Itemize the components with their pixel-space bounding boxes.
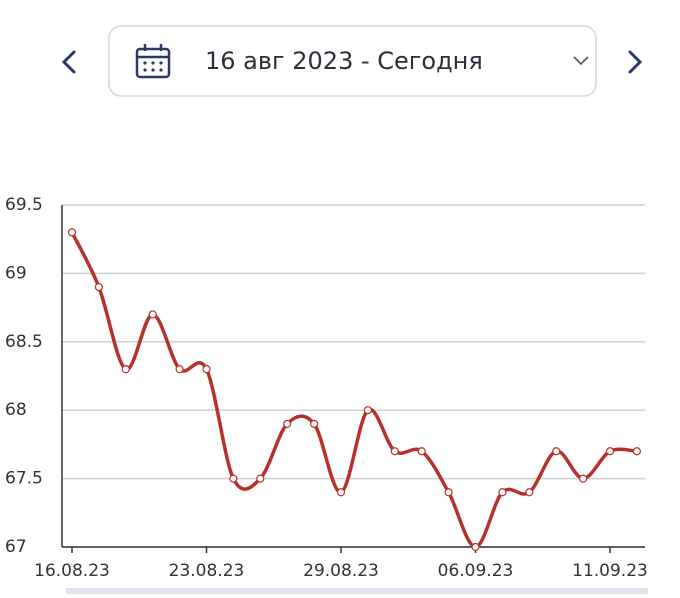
point (632, 447, 642, 456)
y-tick-label: 69.5 (5, 195, 43, 215)
point (390, 447, 399, 456)
point (94, 282, 104, 292)
chart: 67 67.5 68 68.5 69 69.5 16.08.23 23.08.23 29.08.… (5, 195, 648, 581)
y-tick-label: 67.5 (5, 469, 43, 489)
point (121, 365, 130, 374)
date-selector[interactable] (108, 25, 597, 97)
y-tick-label: 68 (5, 400, 27, 420)
point (229, 474, 238, 483)
x-tick-label: 06.09.23 (438, 561, 514, 581)
point (552, 447, 561, 456)
line (70, 231, 638, 549)
x-tick-label: 23.08.23 (169, 561, 245, 581)
point (202, 365, 211, 374)
y-tick-label: 68.5 (5, 332, 43, 352)
point (605, 447, 615, 456)
point (498, 488, 507, 497)
point (417, 447, 426, 456)
point (175, 365, 184, 374)
prev-button[interactable] (61, 50, 76, 74)
point (444, 488, 453, 497)
next-button[interactable] (628, 50, 643, 74)
point (336, 488, 346, 497)
point (471, 542, 480, 552)
point (256, 474, 265, 483)
y-tick-label: 67 (5, 537, 27, 557)
point (525, 488, 534, 497)
point (310, 419, 319, 428)
dropdown-arrow (573, 56, 589, 66)
point (363, 406, 372, 415)
point (148, 310, 157, 319)
date-range: 16 авг 2023 - Сегодня (205, 47, 483, 75)
point (578, 474, 588, 483)
point (283, 419, 292, 428)
y-tick-label: 69 (5, 263, 27, 283)
scrollbar (66, 588, 648, 594)
x-tick-label: 29.08.23 (303, 561, 379, 581)
point (67, 228, 77, 237)
x-tick-label: 16.08.23 (34, 561, 110, 581)
calendar-icon (135, 44, 171, 79)
x-tick-label: 11.09.23 (572, 561, 648, 581)
